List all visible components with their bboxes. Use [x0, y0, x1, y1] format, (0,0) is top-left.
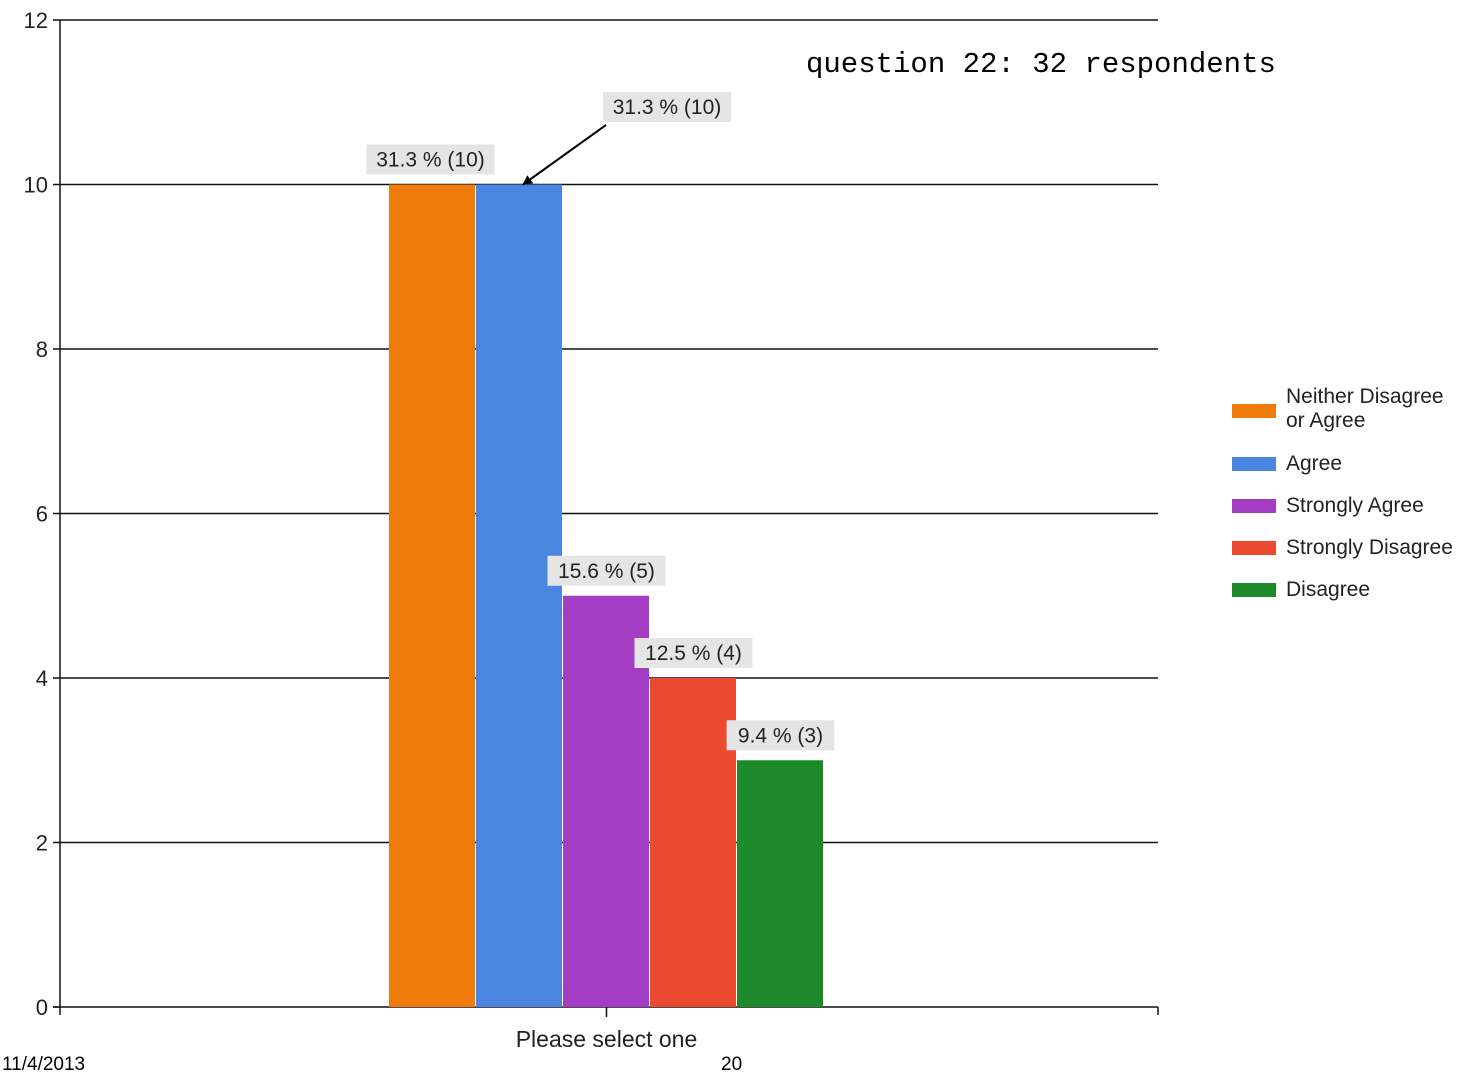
data-label: 15.6 % (5)	[558, 560, 655, 583]
legend-label: Disagree	[1286, 578, 1370, 601]
y-tick-label: 8	[36, 337, 48, 362]
legend-label: Strongly Disagree	[1286, 536, 1453, 559]
data-labels: 31.3 % (10) 31.3 % (10) 15.6 % (5) 12.5 % (…	[366, 92, 835, 751]
page-number: 20	[721, 1054, 742, 1073]
y-tick-label: 2	[36, 831, 48, 856]
legend-label: Strongly Agree	[1286, 494, 1424, 517]
label-arrow	[522, 124, 607, 186]
respondents-annotation: question 22: 32 respondents	[806, 48, 1276, 81]
bars	[389, 184, 823, 1007]
gridlines	[60, 19, 1158, 844]
legend-swatch	[1232, 457, 1276, 471]
y-tick-label: 0	[36, 995, 48, 1020]
bar	[389, 184, 475, 1007]
legend-label: Neither Disagree	[1286, 385, 1444, 408]
data-label: 9.4 % (3)	[738, 724, 823, 747]
bar	[737, 760, 823, 1007]
data-label-box	[634, 638, 753, 668]
bar	[476, 184, 562, 1007]
data-label: 12.5 % (4)	[645, 642, 742, 665]
y-tick-label: 10	[24, 173, 48, 198]
legend-swatch	[1232, 404, 1276, 418]
data-label-box	[547, 555, 666, 586]
y-tick-label: 12	[24, 8, 48, 33]
data-label-box	[602, 92, 732, 122]
legend-swatch	[1232, 583, 1276, 597]
legend-swatch	[1232, 499, 1276, 513]
y-tick-label: 6	[36, 502, 48, 527]
x-category-label: Please select one	[516, 1026, 698, 1052]
data-label-box	[726, 720, 835, 751]
data-label-box	[366, 144, 495, 175]
bar	[650, 678, 736, 1007]
footer-date: 11/4/2013	[2, 1054, 85, 1073]
legend-label: Agree	[1286, 452, 1342, 475]
legend-swatch	[1232, 541, 1276, 555]
data-label: 31.3 % (10)	[376, 149, 485, 172]
data-label: 31.3 % (10)	[613, 96, 722, 119]
y-tick-label: 4	[36, 666, 48, 691]
legend-label: or Agree	[1286, 409, 1365, 432]
